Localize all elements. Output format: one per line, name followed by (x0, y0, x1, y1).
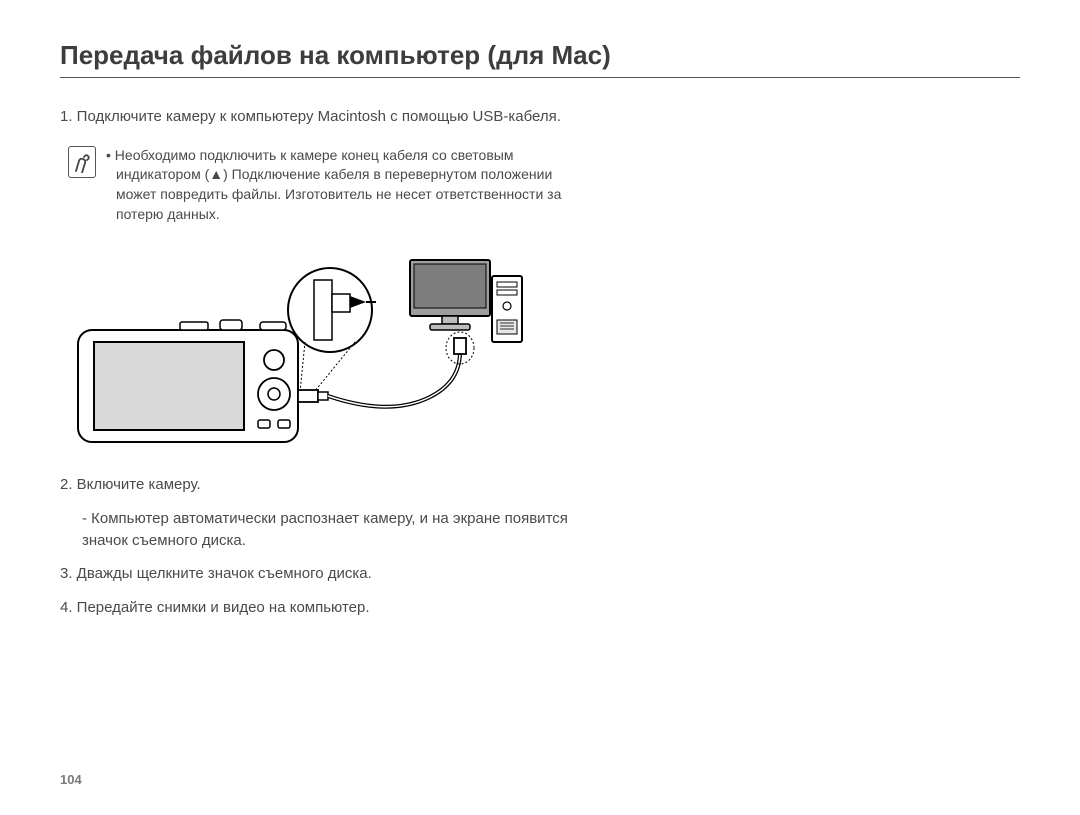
computer-tower (492, 276, 522, 342)
content-column: 1. Подключите камеру к компьютеру Macint… (60, 106, 580, 619)
note-icon (68, 146, 96, 178)
connector-callout (288, 268, 376, 397)
page-title: Передача файлов на компьютер (для Mac) (60, 40, 1020, 78)
note-box: Необходимо подключить к камере конец каб… (68, 146, 568, 224)
step-3: 3. Дважды щелкните значок съемного диска… (60, 563, 580, 585)
note-text: Необходимо подключить к камере конец каб… (106, 146, 568, 224)
step-1: 1. Подключите камеру к компьютеру Macint… (60, 106, 580, 128)
camera-body (78, 320, 298, 442)
step-2-sub: - Компьютер автоматически распознает кам… (60, 508, 580, 552)
step-2: 2. Включите камеру. (60, 474, 580, 496)
step-4: 4. Передайте снимки и видео на компьютер… (60, 597, 580, 619)
monitor (410, 260, 490, 330)
usb-cable (328, 352, 460, 407)
page-number: 104 (60, 772, 82, 787)
connection-diagram (60, 242, 530, 452)
